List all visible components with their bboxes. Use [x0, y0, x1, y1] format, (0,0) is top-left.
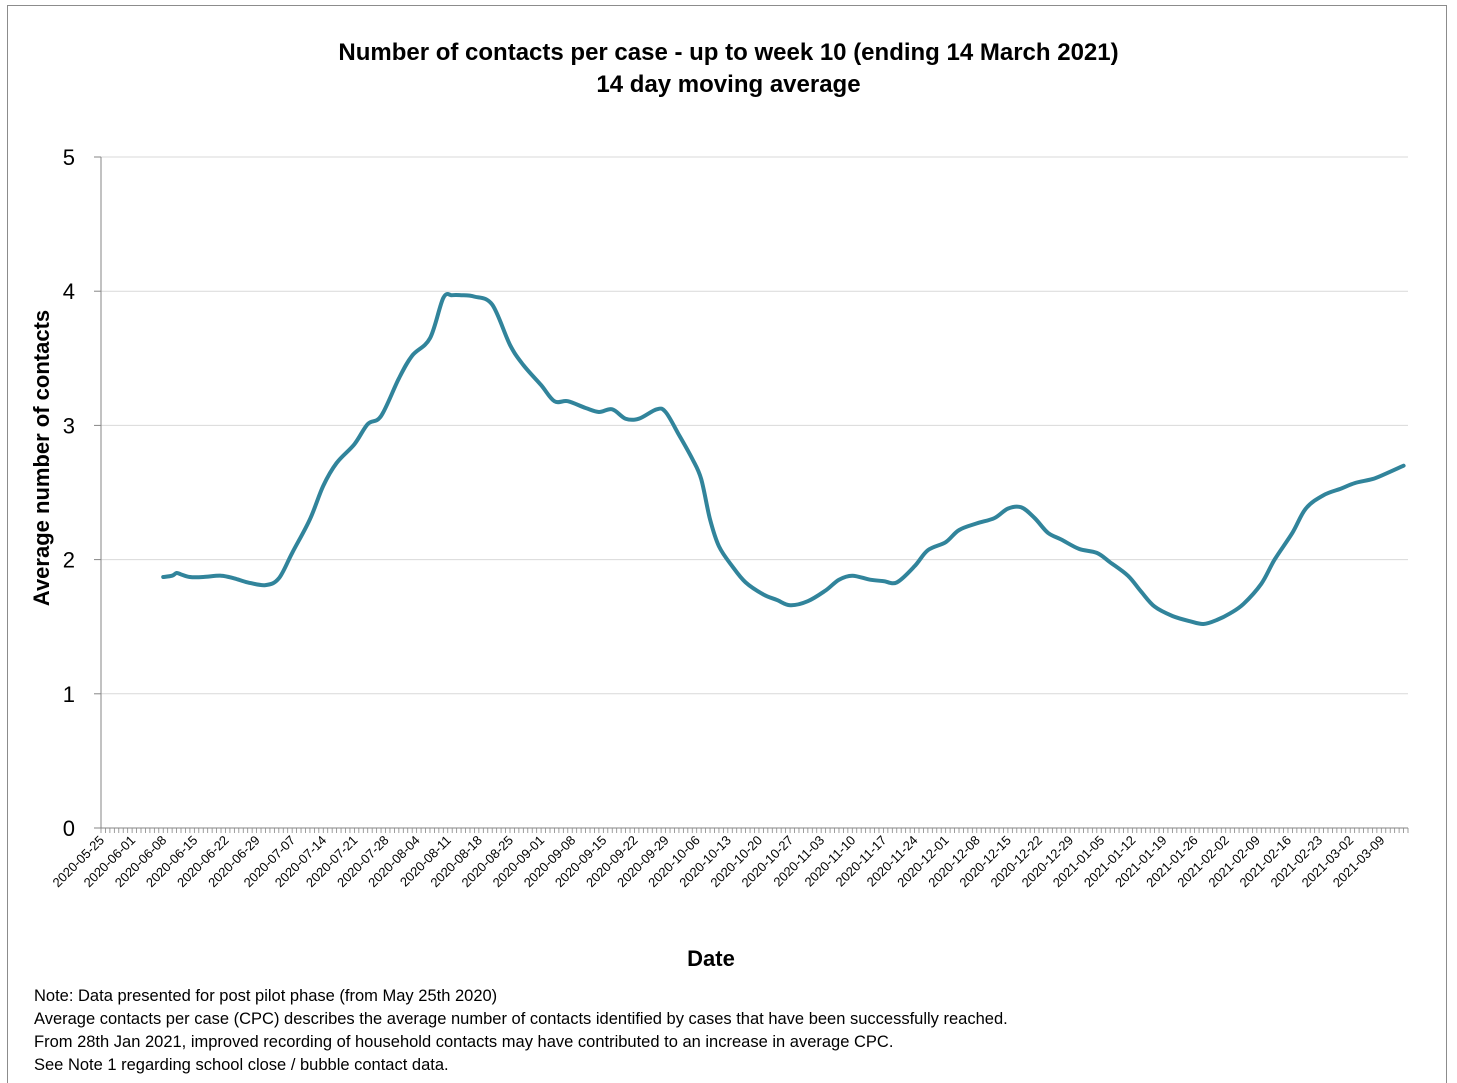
x-axis-label: Date — [687, 946, 735, 971]
note-line-1: Note: Data presented for post pilot phas… — [34, 987, 498, 1005]
y-axis-label: Average number of contacts — [29, 310, 54, 606]
chart-notes: Note: Data presented for post pilot phas… — [34, 985, 1008, 1077]
y-tick-label: 4 — [63, 279, 75, 304]
series-layer — [161, 292, 1406, 627]
chart-subtitle: 14 day moving average — [596, 71, 861, 98]
chart-title: Number of contacts per case - up to week… — [338, 39, 1119, 66]
x-tick-labels: 2020-05-252020-06-012020-06-082020-06-15… — [49, 833, 1387, 891]
y-tick-label: 3 — [63, 413, 75, 438]
y-tick-label: 2 — [63, 548, 75, 573]
x-day-ticks — [100, 828, 1409, 833]
y-tick-label: 0 — [63, 816, 75, 841]
note-line-2: Average contacts per case (CPC) describe… — [34, 1010, 1008, 1028]
note-line-4: See Note 1 regarding school close / bubb… — [34, 1056, 449, 1074]
note-line-3: From 28th Jan 2021, improved recording o… — [34, 1033, 894, 1051]
series-line — [161, 292, 1406, 627]
gridlines — [101, 156, 1408, 695]
axes — [94, 156, 1409, 833]
y-tick-labels: 0 1 2 3 4 5 — [63, 145, 75, 841]
y-tick-label: 1 — [63, 682, 75, 707]
chart-frame — [7, 5, 1447, 1083]
y-tick-label: 5 — [63, 145, 75, 170]
